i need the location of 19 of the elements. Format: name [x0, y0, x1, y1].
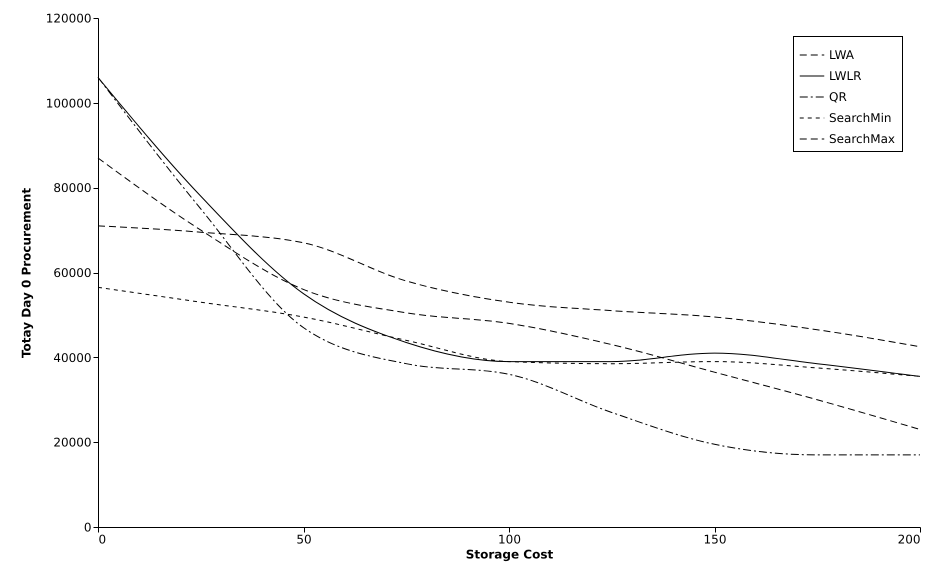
x-axis-title: Storage Cost: [466, 548, 554, 562]
legend-label: LWLR: [829, 69, 862, 83]
y-tick-label: 120000: [46, 12, 92, 26]
legend-label: LWA: [829, 48, 855, 62]
y-tick-label: 40000: [53, 350, 92, 365]
legend-label: QR: [829, 90, 847, 104]
y-tick-label: 0: [84, 520, 92, 534]
x-tick-label: 100: [498, 532, 521, 546]
legend-label: SearchMax: [829, 132, 896, 146]
y-tick-label: 20000: [53, 436, 92, 450]
x-tick-label: 50: [296, 532, 312, 546]
x-tick-label: 0: [98, 532, 106, 546]
x-tick-label: 150: [704, 532, 726, 546]
x-tick-label: 200: [898, 532, 920, 546]
y-tick-label: 60000: [53, 266, 92, 280]
y-tick-label: 80000: [53, 181, 92, 196]
y-axis-title: Totay Day 0 Procurement: [20, 188, 34, 358]
legend-label: SearchMin: [829, 111, 892, 125]
y-tick-label: 100000: [46, 96, 92, 110]
